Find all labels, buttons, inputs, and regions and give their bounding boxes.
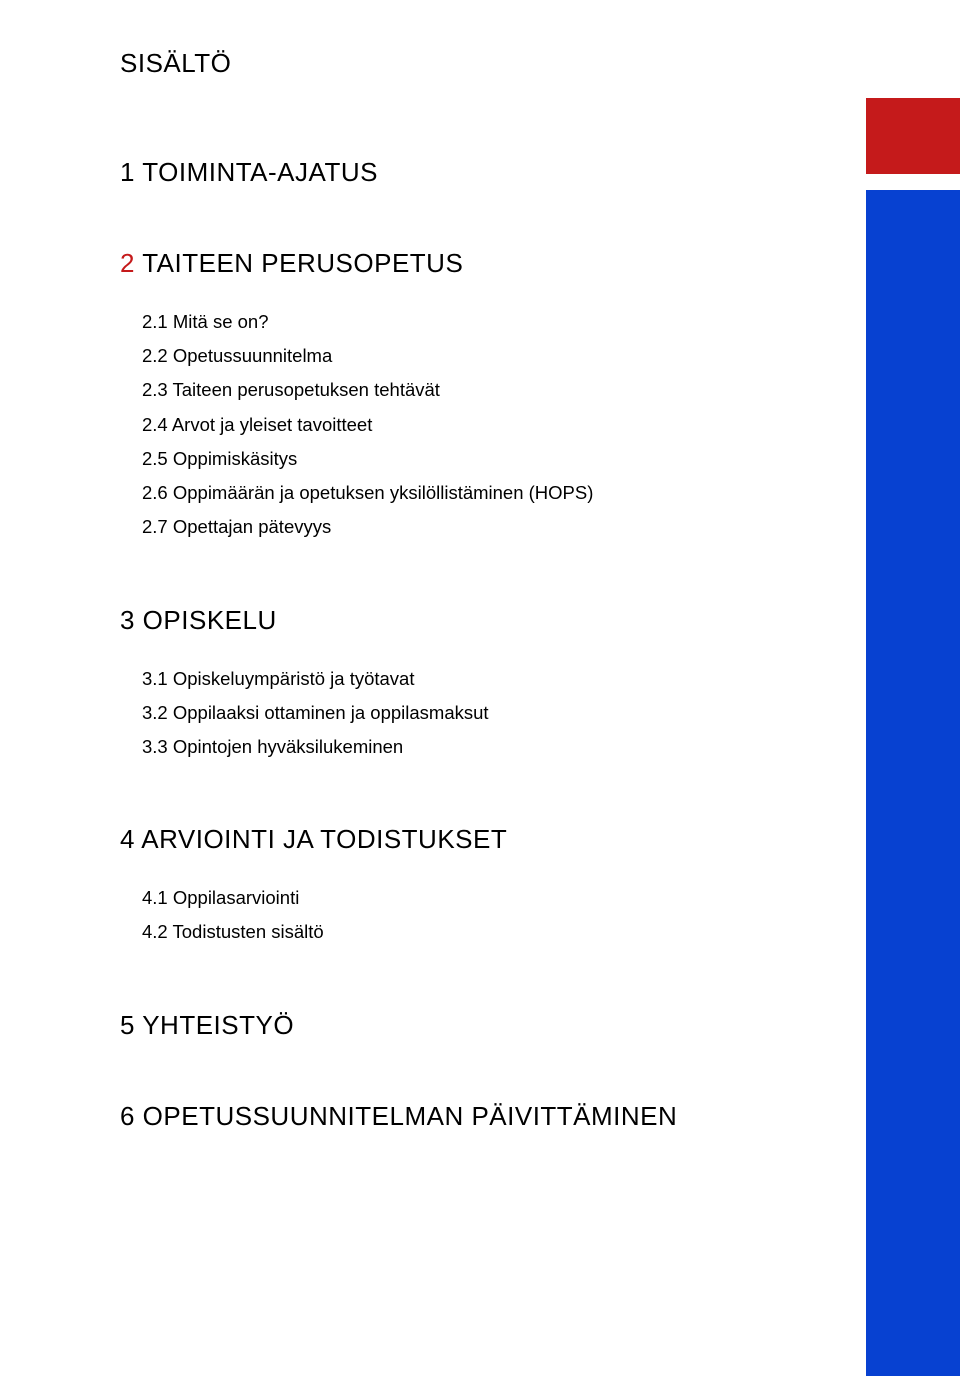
toc-item: 4.1 Oppilasarviointi bbox=[120, 881, 840, 915]
toc-item: 2.2 Opetussuunnitelma bbox=[120, 339, 840, 373]
section-2-rest: TAITEEN PERUSOPETUS bbox=[135, 248, 463, 278]
toc-item: 2.5 Oppimiskäsitys bbox=[120, 442, 840, 476]
section-2-number: 2 bbox=[120, 248, 135, 278]
toc-item: 4.2 Todistusten sisältö bbox=[120, 915, 840, 949]
toc-item: 3.1 Opiskeluympäristö ja työtavat bbox=[120, 662, 840, 696]
page: SISÄLTÖ 1 TOIMINTA-AJATUS 2 TAITEEN PERU… bbox=[0, 0, 960, 1376]
toc-item: 2.3 Taiteen perusopetuksen tehtävät bbox=[120, 373, 840, 407]
section-4-items: 4.1 Oppilasarviointi 4.2 Todistusten sis… bbox=[120, 881, 840, 949]
toc-item: 3.3 Opintojen hyväksilukeminen bbox=[120, 730, 840, 764]
toc-item: 2.6 Oppimäärän ja opetuksen yksilöllistä… bbox=[120, 476, 840, 510]
page-title: SISÄLTÖ bbox=[120, 48, 840, 79]
section-1-heading: 1 TOIMINTA-AJATUS bbox=[120, 157, 840, 188]
section-2-items: 2.1 Mitä se on? 2.2 Opetussuunnitelma 2.… bbox=[120, 305, 840, 545]
toc-item: 3.2 Oppilaaksi ottaminen ja oppilasmaksu… bbox=[120, 696, 840, 730]
toc-item: 2.1 Mitä se on? bbox=[120, 305, 840, 339]
section-4-heading: 4 ARVIOINTI JA TODISTUKSET bbox=[120, 824, 840, 855]
section-5-heading: 5 YHTEISTYÖ bbox=[120, 1010, 840, 1041]
side-bar-red bbox=[866, 98, 960, 174]
toc-item: 2.4 Arvot ja yleiset tavoitteet bbox=[120, 408, 840, 442]
section-3-items: 3.1 Opiskeluympäristö ja työtavat 3.2 Op… bbox=[120, 662, 840, 765]
section-6-heading: 6 OPETUSSUUNNITELMAN PÄIVITTÄMINEN bbox=[120, 1101, 840, 1132]
section-2-heading: 2 TAITEEN PERUSOPETUS bbox=[120, 248, 840, 279]
section-3-heading: 3 OPISKELU bbox=[120, 605, 840, 636]
toc-item: 2.7 Opettajan pätevyys bbox=[120, 510, 840, 544]
side-bar-blue bbox=[866, 190, 960, 1376]
